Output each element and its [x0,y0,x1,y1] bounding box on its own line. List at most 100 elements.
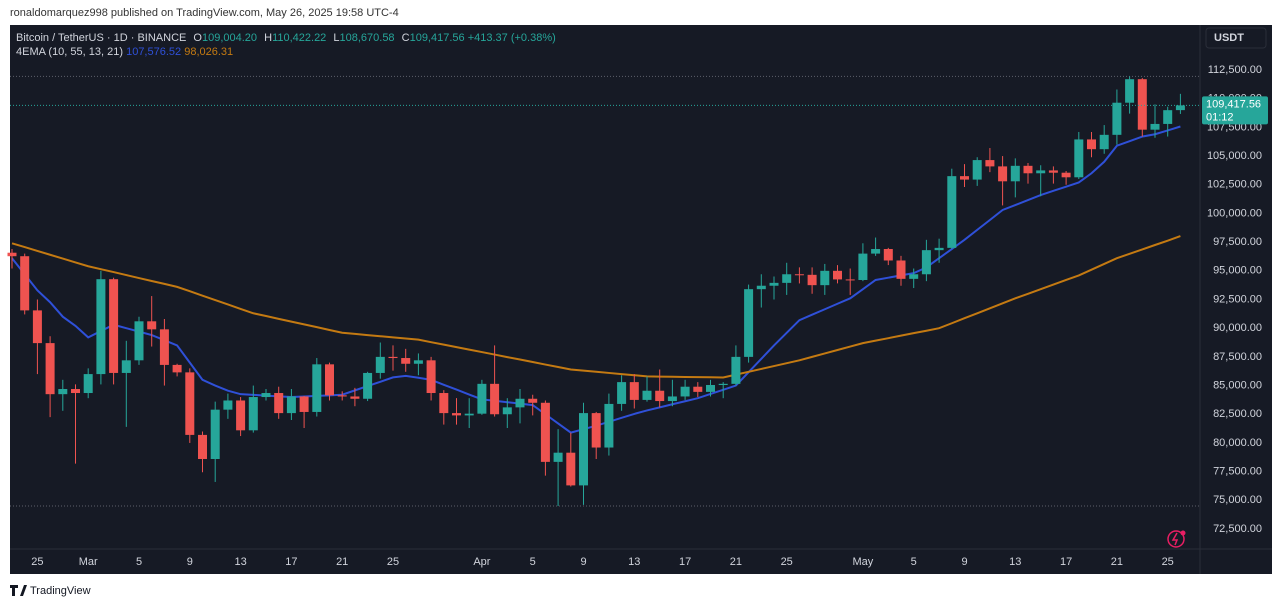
candle-body [261,393,271,398]
candle-body [642,390,652,400]
candle-body [464,413,474,416]
candle-body [782,274,792,283]
candle-body [325,364,334,396]
symbol-line: Bitcoin / TetherUS · 1D · BINANCE O109,0… [16,31,556,45]
candle-body [1036,170,1046,174]
candle-body [159,329,169,365]
footer-logo[interactable]: TradingView [10,585,91,597]
y-tick-label: 85,000.00 [1213,379,1262,391]
candle-body [337,395,347,397]
candle-body [807,274,817,286]
candle-body [718,383,728,385]
candle-body [528,398,538,403]
candle-body [1074,139,1084,178]
candle-body [845,279,855,281]
candle-body [312,364,322,412]
candle-body [909,274,919,279]
candle-body [32,310,42,344]
y-tick-label: 95,000.00 [1213,265,1262,277]
candle-body [363,372,373,399]
x-tick-label: Mar [79,556,98,568]
ohlc-key: H [264,32,273,44]
price-tag [1202,96,1268,125]
candle-body [731,356,741,384]
indicator: 4EMA (10, 55, 13, 21) [16,46,124,58]
candle-body [210,409,220,460]
candle-body [883,249,893,261]
ohlc-value: 108,670.58 [339,32,395,44]
candle-body [109,279,119,373]
candle-body [274,393,284,414]
candle-body [96,279,106,375]
y-tick-label: 75,000.00 [1213,494,1262,506]
candle-body [1163,110,1173,124]
candle-body [223,400,233,410]
candle-body [667,396,677,402]
y-tick-label: 105,000.00 [1207,150,1262,162]
candle-body [1023,165,1033,174]
x-tick-label: 13 [234,556,246,568]
candle-body [629,382,639,400]
candle-body [706,384,715,392]
candle-body [452,413,461,416]
x-tick-label: May [853,556,874,568]
candle-body [1175,105,1185,111]
candle-body [1061,172,1071,178]
ohlc-value: 109,417.56 [409,32,465,44]
ohlc-key: L [333,32,340,44]
y-tick-label: 100,000.00 [1207,207,1262,219]
candle-body [921,250,931,275]
candle-body [1125,79,1135,103]
x-tick-label: 13 [628,556,640,568]
candle-body [439,393,449,414]
y-tick-label: 72,500.00 [1213,523,1262,535]
alert-icon[interactable] [1167,530,1186,548]
candle-body [947,176,957,248]
x-tick-label: 9 [961,556,967,568]
symbol: Bitcoin / TetherUS · 1D · BINANCE [16,32,187,44]
candle-body [579,413,588,486]
candle-body [1048,170,1058,173]
candle-body [998,166,1008,182]
chart-panel [10,25,1272,574]
x-tick-label: 21 [336,556,348,568]
x-tick-label: 21 [1111,556,1123,568]
candle-body [502,407,512,415]
candle-body [7,252,17,257]
x-tick-label: 5 [530,556,536,568]
currency-box[interactable] [1205,27,1267,49]
candle-body [147,321,157,330]
candle-body [744,289,754,357]
ema-line [11,235,1181,379]
legend: Bitcoin / TetherUS · 1D · BINANCE O109,0… [16,31,556,59]
change: +413.37 (+0.38%) [467,32,556,44]
ema-value: 98,026.31 [184,46,234,58]
candle-body [121,360,131,373]
candle-body [566,452,576,486]
candle-body [45,343,55,395]
candle-body [413,360,423,364]
candle-body [1137,79,1147,130]
candle-body [858,253,868,280]
candle-body [172,364,182,373]
candle-body [960,176,969,180]
ohlc-value: 109,004.20 [201,32,258,44]
candle-body [401,358,411,364]
candle-body [820,270,830,286]
y-tick-label: 77,500.00 [1213,466,1262,478]
candle-body [185,372,195,435]
candle-body [680,386,690,397]
x-tick-label: 21 [730,556,742,568]
ema-value: 107,576.52 [126,46,182,58]
candle-body [934,247,944,251]
y-tick-label: 92,500.00 [1213,293,1262,305]
y-tick-label: 97,500.00 [1213,236,1262,248]
x-tick-label: Apr [473,556,490,568]
candle-body [769,282,779,286]
candle-body [756,285,766,290]
x-tick-label: 9 [187,556,193,568]
candle-body [248,397,258,431]
candle-body [375,356,385,373]
x-tick-label: 17 [679,556,691,568]
